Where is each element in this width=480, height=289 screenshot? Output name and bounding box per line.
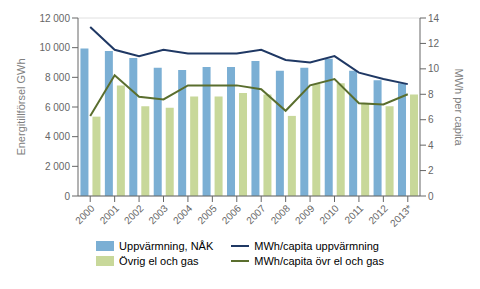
svg-text:10 000: 10 000 [39,42,70,53]
svg-text:4: 4 [428,140,434,151]
svg-text:2004: 2004 [171,202,195,226]
svg-text:2001: 2001 [98,202,122,226]
svg-text:12: 12 [428,38,440,49]
svg-text:2007: 2007 [244,202,268,226]
svg-text:2010: 2010 [317,202,341,226]
svg-text:12 000: 12 000 [39,13,70,24]
svg-text:2013*: 2013* [388,203,414,229]
svg-text:MWh per capita: MWh per capita [453,68,465,146]
svg-text:8: 8 [428,89,434,100]
html-text:MWh/capita uppvärmning: MWh/capita uppvärmning [254,240,379,252]
svg-text:2012: 2012 [366,202,390,226]
html-text:Övrig el och gas: Övrig el och gas [119,255,199,267]
svg-text:2009: 2009 [293,202,317,226]
svg-text:6 000: 6 000 [45,102,70,113]
svg-text:8 000: 8 000 [45,72,70,83]
svg-text:2011: 2011 [342,202,365,225]
svg-text:2003: 2003 [146,202,170,226]
svg-text:10: 10 [428,63,440,74]
svg-text:14: 14 [428,13,440,24]
svg-text:2005: 2005 [195,202,219,226]
svg-text:Energitillförsel GWh: Energitillförsel GWh [15,58,27,155]
svg-text:2: 2 [428,165,434,176]
html-text:MWh/capita övr el och gas: MWh/capita övr el och gas [254,255,384,267]
svg-text:2000: 2000 [73,202,97,226]
svg-text:6: 6 [428,114,434,125]
html-text:Uppvärmning, NÅK: Uppvärmning, NÅK [119,240,214,252]
svg-text:2002: 2002 [122,202,146,226]
svg-text:0: 0 [428,191,434,202]
svg-text:2006: 2006 [220,202,244,226]
svg-text:4 000: 4 000 [45,131,70,142]
svg-text:0: 0 [64,191,70,202]
svg-text:2008: 2008 [269,202,293,226]
svg-text:2 000: 2 000 [45,161,70,172]
